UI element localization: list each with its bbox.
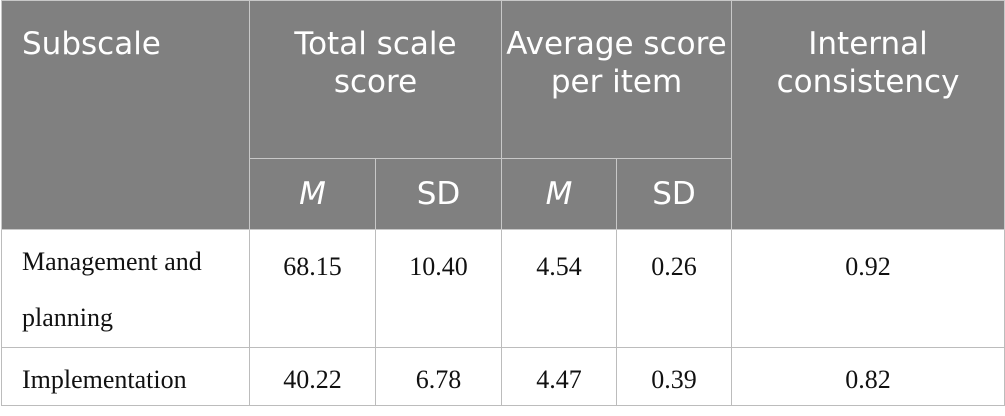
table-header: Subscale Total scale score Average score… [1,0,1005,230]
cell-total-m: 68.15 [249,229,376,348]
row-subscale: Implementation [1,347,250,406]
cell-total-sd: 6.78 [375,347,502,406]
header-subscale: Subscale [1,0,250,230]
header-internal-consistency: Internal consistency [731,0,1005,230]
table-body: Management and planning 68.15 10.40 4.54… [1,229,1005,406]
header-total-sd: SD [375,158,502,230]
cell-total-m: 40.22 [249,347,376,406]
cell-average-sd: 0.39 [615,347,733,406]
header-average-score-per-item: Average score per item [500,0,733,159]
header-average-sd: SD [615,158,733,230]
table-row: Implementation 40.22 6.78 4.47 0.39 0.82 [1,347,1005,406]
cell-internal-consistency: 0.92 [731,229,1005,348]
header-average-m: M [501,158,617,230]
cell-internal-consistency: 0.82 [731,347,1005,406]
subscale-table: Subscale Total scale score Average score… [1,0,1005,406]
cell-average-m: 4.54 [501,229,617,348]
header-total-m: M [249,158,376,230]
row-subscale: Management and planning [1,229,250,348]
cell-average-m: 4.47 [501,347,617,406]
header-total-scale-score: Total scale score [249,0,502,159]
cell-average-sd: 0.26 [615,229,733,348]
cell-total-sd: 10.40 [375,229,502,348]
table-row: Management and planning 68.15 10.40 4.54… [1,229,1005,348]
